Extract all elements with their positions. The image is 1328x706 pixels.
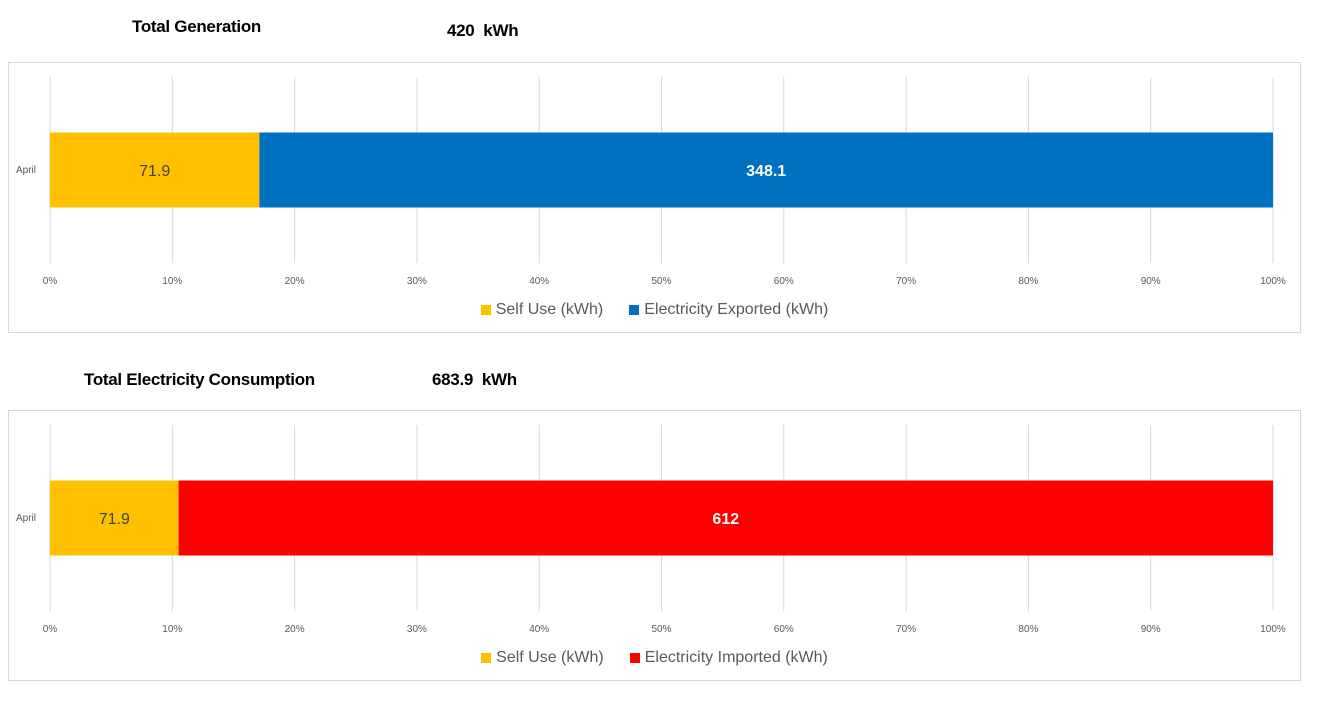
x-tick-label: 20% [285, 624, 305, 635]
legend-item-exported: Electricity Exported (kWh) [629, 301, 828, 319]
legend-swatch-imported [629, 653, 640, 663]
x-tick-label: 50% [651, 624, 671, 635]
x-tick-label: 60% [774, 276, 794, 287]
x-tick-label: 40% [529, 276, 549, 287]
x-tick-label: 80% [1018, 624, 1038, 635]
bar-segment [259, 132, 1273, 208]
data-label: 71.9 [99, 511, 130, 528]
x-tick-label: 80% [1018, 276, 1038, 287]
legend-swatch-self-use [480, 305, 491, 315]
consumption-chart-panel: 0% 10% 20% 30% 40% 50% 60% 70% 80% 90% 100% April 71… [8, 410, 1301, 681]
legend-swatch-exported [629, 305, 640, 315]
x-tick-label: 70% [896, 276, 916, 287]
x-tick-label: 30% [407, 624, 427, 635]
data-label: 612 [712, 511, 739, 528]
data-label: 348.1 [746, 163, 786, 180]
category-label: April [16, 165, 36, 176]
x-tick-label: 20% [285, 276, 305, 287]
legend-swatch-self-use [481, 653, 492, 663]
x-tick-label: 30% [407, 276, 427, 287]
x-tick-label: 60% [774, 624, 794, 635]
x-tick-label: 100% [1260, 624, 1286, 635]
consumption-chart: 0% 10% 20% 30% 40% 50% 60% 70% 80% 90% 100% April 71… [16, 425, 1286, 635]
legend-label-exported: Electricity Exported (kWh) [644, 301, 829, 318]
x-tick-label: 10% [162, 624, 182, 635]
generation-chart: 0% 10% 20% 30% 40% 50% 60% 70% 80% 90% 100% April 71… [16, 77, 1286, 287]
legend-item-self-use: Self Use (kWh) [480, 301, 604, 319]
consumption-title: Total Electricity Consumption [84, 370, 315, 389]
x-tick-label: 90% [1141, 624, 1161, 635]
x-tick-label: 100% [1260, 276, 1286, 287]
bar-segment [50, 132, 260, 208]
consumption-total: 683.9 kWh [432, 370, 517, 389]
x-tick-label: 90% [1141, 276, 1161, 287]
legend-label-imported: Electricity Imported (kWh) [644, 649, 828, 666]
legend-label-self-use: Self Use (kWh) [496, 649, 604, 666]
consumption-legend: Self Use (kWh) Electricity Imported (kWh… [9, 649, 1300, 667]
x-tick-label: 10% [162, 276, 182, 287]
legend-label-self-use: Self Use (kWh) [495, 301, 604, 318]
legend-item-self-use: Self Use (kWh) [481, 649, 604, 667]
x-tick-label: 50% [651, 276, 671, 287]
generation-legend: Self Use (kWh) Electricity Exported (kWh… [9, 301, 1300, 319]
x-tick-label: 70% [896, 624, 916, 635]
bar-segment [50, 480, 179, 556]
x-tick-label: 40% [529, 624, 549, 635]
generation-total: 420 kWh [447, 21, 519, 40]
x-tick-label: 0% [43, 624, 58, 635]
x-tick-label: 0% [43, 276, 58, 287]
category-label: April [16, 513, 36, 524]
generation-title: Total Generation [132, 17, 262, 36]
data-label: 71.9 [139, 163, 170, 180]
generation-chart-panel: 0% 10% 20% 30% 40% 50% 60% 70% 80% 90% 100% April 71… [8, 62, 1301, 333]
bar-segment [178, 480, 1273, 556]
legend-item-imported: Electricity Imported (kWh) [629, 649, 828, 667]
